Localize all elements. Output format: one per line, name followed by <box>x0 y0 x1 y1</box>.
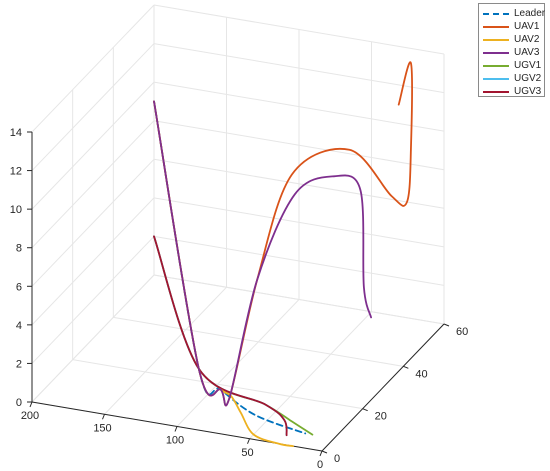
back-grid-line <box>153 4 445 55</box>
legend-item-ugv1: UGV1 <box>479 59 544 72</box>
y-tick-mark <box>443 323 450 327</box>
y-tick-label: 40 <box>415 368 427 380</box>
legend-swatch <box>483 26 509 28</box>
x-tick-label: 0 <box>317 459 323 471</box>
legend-label: UAV3 <box>514 47 540 58</box>
y-tick-label: 20 <box>375 411 387 423</box>
floor-grid-line <box>249 311 372 440</box>
z-tick-label: 10 <box>10 204 22 216</box>
floor-grid-line <box>113 316 404 367</box>
series-line-ugv3 <box>153 235 288 437</box>
legend-item-uav1: UAV1 <box>479 20 544 33</box>
side-grid-line <box>31 197 155 326</box>
x-tick-mark <box>102 414 105 420</box>
back-wall-grid <box>153 4 445 325</box>
side-grid-line <box>31 158 155 287</box>
legend-label: UGV3 <box>514 86 542 97</box>
y-tick-label: 0 <box>334 453 340 465</box>
x-tick-label: 200 <box>21 410 39 422</box>
y-tick-mark <box>362 408 368 412</box>
legend-swatch <box>483 52 509 54</box>
z-tick-label: 6 <box>16 281 22 293</box>
legend-label: UAV2 <box>514 34 540 45</box>
x-tick-mark <box>174 426 178 432</box>
legend-swatch <box>483 78 509 80</box>
back-grid-line <box>153 43 445 94</box>
z-tick-label: 0 <box>16 397 22 409</box>
side-wall-grid <box>31 4 155 403</box>
side-grid-line <box>31 274 155 403</box>
y-tick-mark <box>321 450 328 454</box>
x-tick-mark <box>319 450 323 457</box>
y-axis-line <box>321 323 445 452</box>
z-tick-label: 8 <box>16 243 22 255</box>
legend-swatch <box>483 39 509 41</box>
floor-grid-line <box>72 359 363 410</box>
legend-swatch <box>483 91 509 93</box>
floor-grid-line <box>104 286 227 415</box>
side-grid-line <box>31 43 155 171</box>
legend-item-ugv2: UGV2 <box>479 72 544 85</box>
x-tick-label: 150 <box>93 422 111 434</box>
z-tick-label: 14 <box>10 127 22 139</box>
series-line-uav1 <box>153 61 413 407</box>
legend: Leader UAV1 UAV2 UAV3 UGV1 UGV2 UGV3 <box>478 3 545 97</box>
back-grid-line <box>153 235 445 286</box>
back-grid-line <box>153 274 445 325</box>
back-grid-line <box>153 81 445 132</box>
legend-item-ugv3: UGV3 <box>479 85 544 98</box>
z-tick-label: 2 <box>16 358 22 370</box>
side-grid-line <box>31 4 155 133</box>
series-line-ugv1 <box>153 235 314 436</box>
legend-label: UAV1 <box>514 21 540 32</box>
legend-swatch <box>483 13 509 15</box>
z-tick-label: 12 <box>10 166 22 178</box>
side-grid-line <box>31 236 155 364</box>
series-layer <box>153 61 413 447</box>
series-line-leader <box>153 100 307 435</box>
series-line-uav3 <box>153 100 372 407</box>
back-grid-line <box>153 120 445 171</box>
x-tick-label: 50 <box>241 447 253 459</box>
legend-label: UGV2 <box>514 73 542 84</box>
legend-swatch <box>483 65 509 67</box>
y-tick-label: 60 <box>456 326 468 338</box>
legend-item-uav2: UAV2 <box>479 33 544 46</box>
legend-item-leader: Leader <box>479 7 546 20</box>
side-grid-line <box>31 81 155 210</box>
x-tick-label: 100 <box>166 435 184 447</box>
back-grid-line <box>153 197 445 248</box>
legend-item-uav3: UAV3 <box>479 46 544 59</box>
z-tick-label: 4 <box>16 320 22 332</box>
x-tick-mark <box>247 438 250 444</box>
y-tick-mark <box>403 365 409 369</box>
legend-label: Leader <box>514 8 546 19</box>
legend-label: UGV1 <box>514 60 542 71</box>
side-grid-line <box>31 120 155 249</box>
x-tick-mark <box>29 401 33 408</box>
